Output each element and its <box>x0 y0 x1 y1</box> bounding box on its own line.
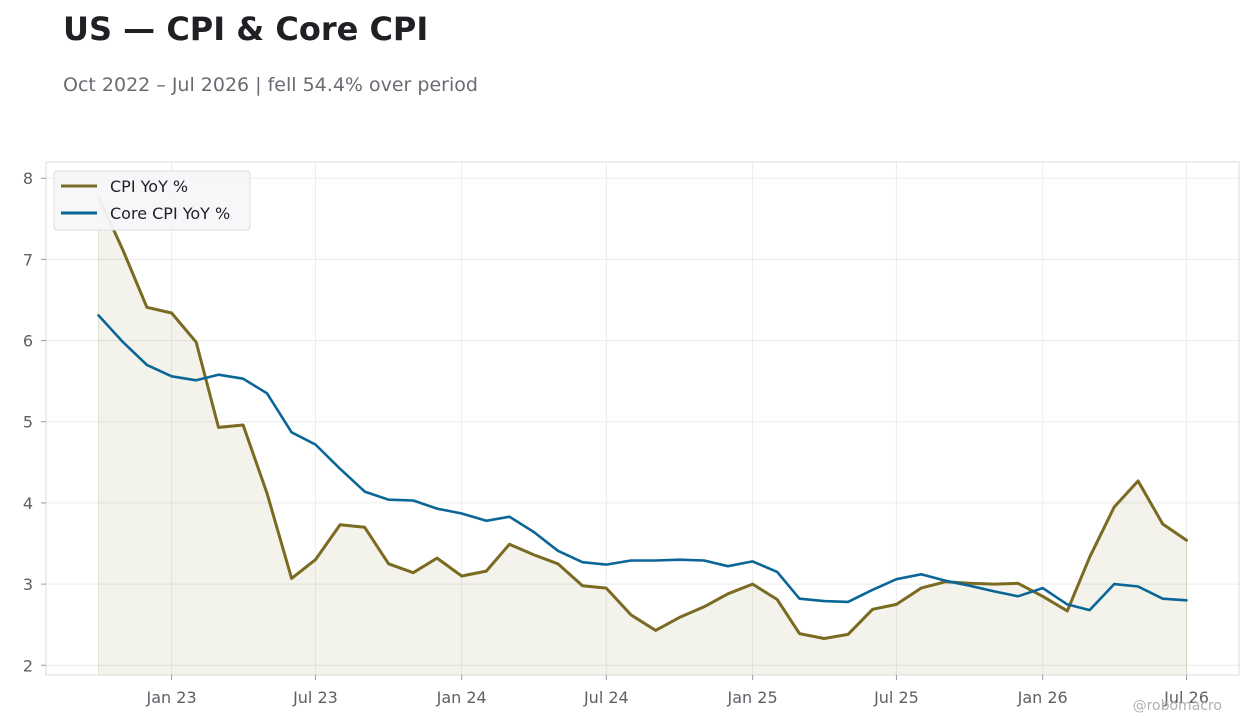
area-fills <box>97 196 1188 675</box>
y-tick-label: 6 <box>23 332 33 351</box>
legend-box <box>53 170 251 231</box>
y-tick-label: 4 <box>23 494 33 513</box>
x-tick-label: Jan 25 <box>727 688 778 707</box>
x-tick-label: Jul 23 <box>292 688 338 707</box>
x-tick-label: Jan 26 <box>1017 688 1068 707</box>
x-tick-label: Jul 25 <box>873 688 919 707</box>
legend-core-label: Core CPI YoY % <box>110 204 230 223</box>
grid <box>46 162 1239 675</box>
y-tick-label: 8 <box>23 169 33 188</box>
core-cpi-series-line <box>97 314 1188 612</box>
legend: CPI YoY % Core CPI YoY % <box>53 170 251 231</box>
series-lines <box>97 195 1188 640</box>
y-tick-label: 5 <box>23 413 33 432</box>
axes: 2 3 4 5 6 7 8 Jan 23 Jul 23 Jan 24 Jul 24 Jan 25 Jul… <box>23 161 1240 707</box>
x-tick-label: Jul 24 <box>583 688 629 707</box>
x-tick-label: Jan 24 <box>436 688 487 707</box>
y-tick-label: 2 <box>23 656 33 675</box>
legend-cpi-label: CPI YoY % <box>110 177 188 196</box>
chart-subtitle: Oct 2022 – Jul 2026 | fell 54.4% over pe… <box>63 74 478 96</box>
plot-frame <box>45 161 1240 676</box>
x-tick-label: Jan 23 <box>146 688 197 707</box>
y-tick-label: 3 <box>23 575 33 594</box>
y-tick-label: 7 <box>23 250 33 269</box>
cpi-area-fill <box>98 196 1187 675</box>
chart-title: US — CPI & Core CPI <box>63 10 429 48</box>
x-tick-label: Jul 26 <box>1163 688 1209 707</box>
watermark-text: @robomacro <box>1133 698 1222 714</box>
cpi-series-line <box>97 195 1188 640</box>
